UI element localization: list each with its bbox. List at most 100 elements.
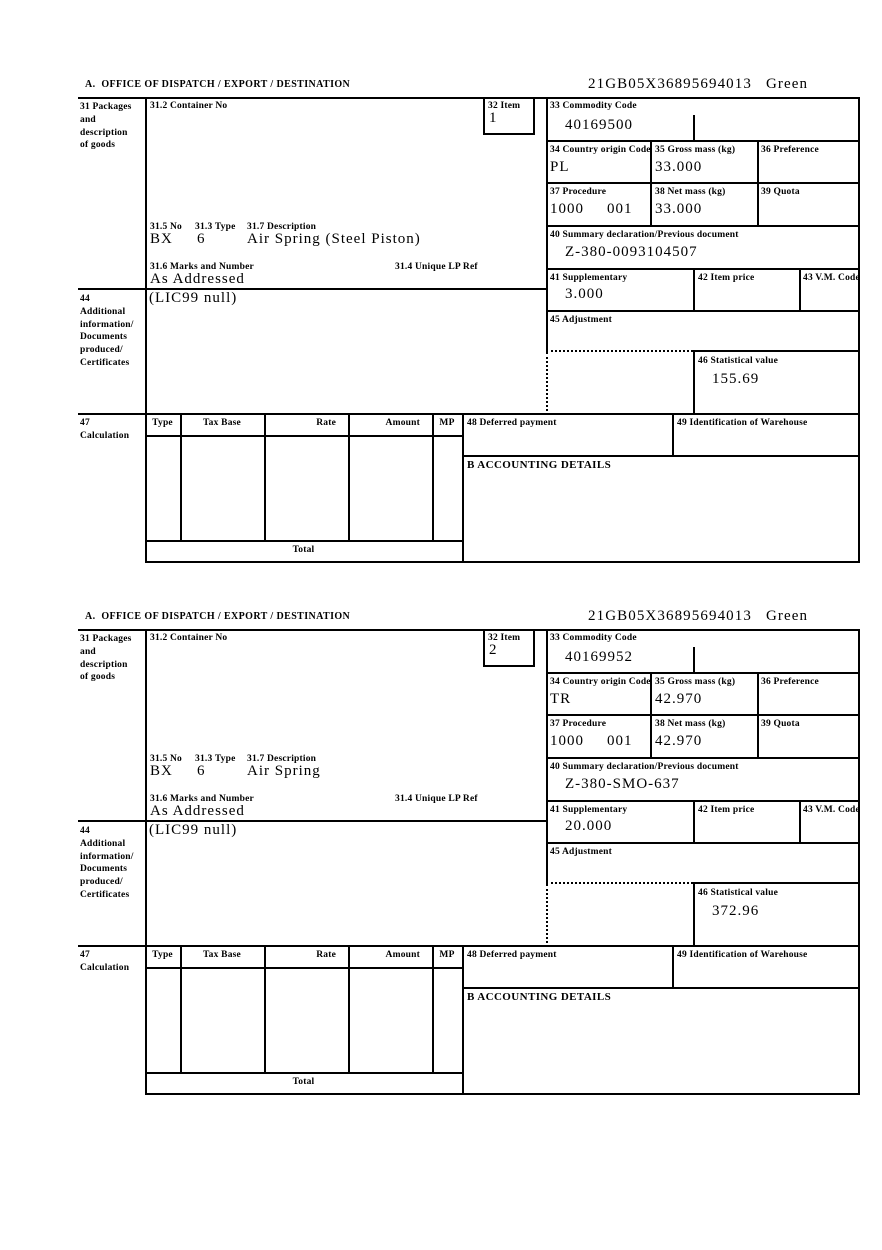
grid-line [145, 820, 548, 822]
routing-status: Green [765, 76, 809, 92]
box34-country-origin-value: TR [550, 691, 572, 707]
box31-3-type-label: 31.3 Type [195, 222, 236, 232]
grid-line [432, 413, 434, 542]
box31-6-marks-value: As Addressed [150, 271, 245, 287]
box47-calculation-label: 47 Calculation [80, 418, 130, 441]
box33-commodity-code-label: 33 Commodity Code [550, 101, 637, 111]
grid-line [693, 115, 695, 142]
calc-col-amount-header: Amount [385, 418, 420, 428]
box31-5-no-label: 31.5 No [150, 754, 183, 764]
grid-line [78, 97, 860, 99]
grid-line [264, 413, 266, 542]
box31-7-description-label: 31.7 Description [247, 754, 317, 764]
box33-commodity-code-label: 33 Commodity Code [550, 633, 637, 643]
calc-col-rate-header: Rate [316, 950, 336, 960]
grid-line [462, 945, 464, 1095]
box37-procedure-value: 1000 [550, 201, 584, 217]
dotted-grid-line [546, 350, 693, 352]
box40-previous-document-label: 40 Summary declaration/Previous document [550, 230, 739, 240]
grid-line [533, 97, 535, 135]
box31-7-goods-description-value: Air Spring [247, 763, 321, 779]
grid-line [145, 1093, 860, 1095]
grid-line [757, 672, 759, 759]
grid-line [78, 820, 147, 822]
grid-line [693, 800, 695, 844]
calc-col-type-header: Type [152, 950, 173, 960]
box38-net-mass-label: 38 Net mass (kg) [655, 719, 726, 729]
grid-line [693, 350, 860, 352]
box46-statistical-value: 372.96 [712, 903, 760, 919]
grid-line [78, 629, 860, 631]
grid-line [145, 540, 464, 542]
grid-line [348, 945, 350, 1074]
box36-preference-label: 36 Preference [761, 677, 819, 687]
calc-total-label: Total [292, 545, 315, 555]
box32-item-number-value: 2 [489, 642, 498, 658]
box43-vm-code-label: 43 V.M. Code [803, 805, 860, 815]
box31-3-packages-type-value: 6 [197, 231, 206, 247]
grid-line [78, 945, 860, 947]
movement-reference: 21GB05X36895694013 [588, 608, 752, 624]
grid-line [546, 140, 860, 142]
box35-gross-mass-label: 35 Gross mass (kg) [655, 145, 736, 155]
box40-previous-document-label: 40 Summary declaration/Previous document [550, 762, 739, 772]
grid-line [799, 268, 801, 312]
box38-net-mass-value: 33.000 [655, 201, 703, 217]
box45-adjustment-label: 45 Adjustment [550, 315, 612, 325]
box32-item-label: 32 Item [488, 633, 521, 643]
grid-line [78, 288, 147, 290]
box37-procedure-label: 37 Procedure [550, 719, 607, 729]
box33-commodity-code-value: 40169952 [565, 649, 633, 665]
box31-4-unique-lp-ref-label: 31.4 Unique LP Ref [395, 794, 478, 804]
movement-reference: 21GB05X36895694013 [588, 76, 752, 92]
grid-line [546, 268, 860, 270]
grid-line [693, 350, 695, 415]
grid-line [145, 1072, 464, 1074]
box46-statistical-value-label: 46 Statistical value [698, 356, 778, 366]
calc-col-tax-base-header: Tax Base [203, 418, 241, 428]
sad-item-section: A. OFFICE OF DISPATCH / EXPORT / DESTINA… [78, 608, 862, 1108]
box45-adjustment-label: 45 Adjustment [550, 847, 612, 857]
box48-deferred-payment-label: 48 Deferred payment [467, 950, 557, 960]
box39-quota-label: 39 Quota [761, 187, 800, 197]
box31-7-goods-description-value: Air Spring (Steel Piston) [247, 231, 421, 247]
calc-col-mp-header: MP [439, 950, 455, 960]
grid-line [650, 672, 652, 759]
box37-procedure-value: 1000 [550, 733, 584, 749]
box41-supplementary-value: 3.000 [565, 286, 604, 302]
box31-packages-label: 31 Packages and description of goods [80, 102, 132, 151]
dotted-grid-line [546, 884, 548, 947]
box41-supplementary-label: 41 Supplementary [550, 805, 628, 815]
grid-line [145, 967, 464, 969]
box40-previous-document-value: Z-380-SMO-637 [565, 776, 680, 792]
box35-gross-mass-value: 42.970 [655, 691, 703, 707]
dotted-grid-line [546, 352, 548, 415]
box37-procedure-suffix-value: 001 [607, 733, 633, 749]
box31-3-packages-type-value: 6 [197, 763, 206, 779]
grid-line [693, 647, 695, 674]
box31-3-type-label: 31.3 Type [195, 754, 236, 764]
grid-line [483, 629, 485, 667]
box36-preference-label: 36 Preference [761, 145, 819, 155]
box48-deferred-payment-label: 48 Deferred payment [467, 418, 557, 428]
box31-2-container-no-label: 31.2 Container No [150, 101, 228, 111]
box41-supplementary-label: 41 Supplementary [550, 273, 628, 283]
box33-commodity-code-value: 40169500 [565, 117, 633, 133]
grid-line [858, 97, 860, 563]
box31-4-unique-lp-ref-label: 31.4 Unique LP Ref [395, 262, 478, 272]
grid-line [533, 629, 535, 667]
grid-line [78, 413, 860, 415]
grid-line [757, 140, 759, 227]
grid-line [483, 133, 535, 135]
grid-line [546, 842, 860, 844]
grid-line [264, 945, 266, 1074]
grid-line [546, 672, 860, 674]
grid-line [546, 182, 860, 184]
box44-additional-info-label: 44 Additional information/ Documents pro… [80, 294, 134, 369]
grid-line [799, 800, 801, 844]
grid-line [462, 987, 860, 989]
grid-line [693, 268, 695, 312]
grid-line [546, 757, 860, 759]
box31-6-marks-value: As Addressed [150, 803, 245, 819]
box38-net-mass-label: 38 Net mass (kg) [655, 187, 726, 197]
